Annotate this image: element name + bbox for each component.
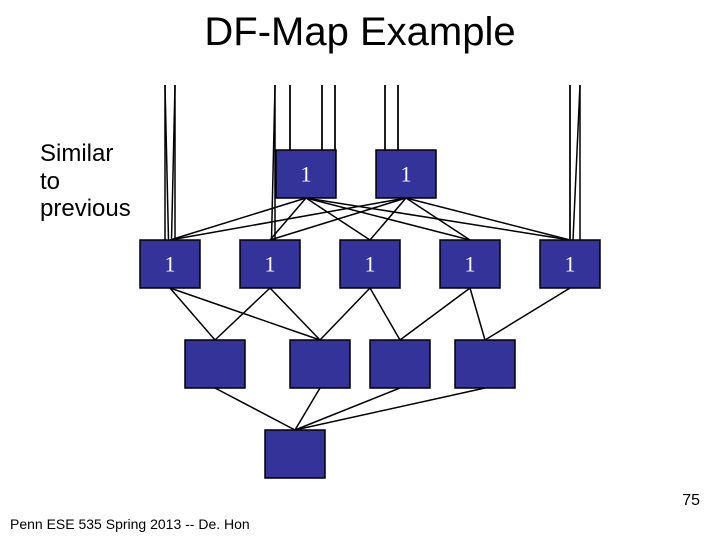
- node-label-r1b: 1: [401, 162, 412, 187]
- node-label-r2a: 1: [165, 252, 176, 277]
- node-r3d: [455, 340, 515, 388]
- node-label-r2e: 1: [565, 252, 576, 277]
- node-r3b: [290, 340, 350, 388]
- node-label-r2d: 1: [465, 252, 476, 277]
- node-r3c: [370, 340, 430, 388]
- page-number: 75: [682, 492, 700, 510]
- footer-text: Penn ESE 535 Spring 2013 -- De. Hon: [10, 516, 250, 532]
- node-r3a: [185, 340, 245, 388]
- node-label-r2b: 1: [265, 252, 276, 277]
- node-label-r2c: 1: [365, 252, 376, 277]
- node-label-r1a: 1: [301, 162, 312, 187]
- node-r4a: [265, 430, 325, 478]
- diagram-svg: 1 1 1 1 1 1 1: [0, 0, 720, 540]
